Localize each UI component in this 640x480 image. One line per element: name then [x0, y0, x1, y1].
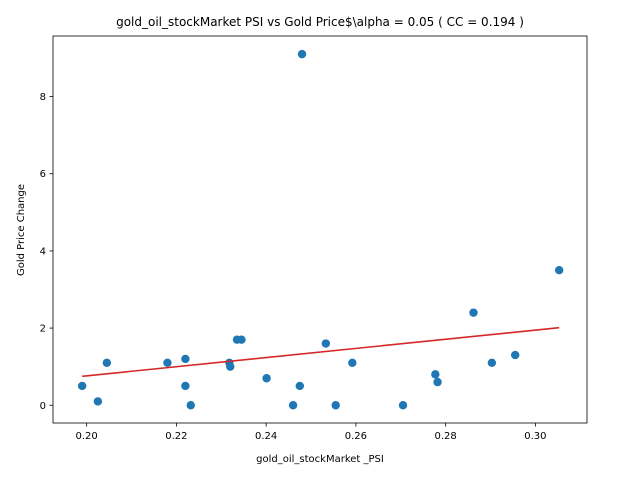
data-point [288, 401, 298, 410]
data-point [295, 381, 305, 391]
x-tick-label: 0.24 [255, 431, 277, 442]
x-axis-label: gold_oil_stockMarket _PSI [256, 454, 384, 465]
y-tick-label: 0 [40, 401, 46, 412]
y-tick-label: 2 [40, 324, 46, 335]
y-tick-label: 4 [40, 246, 46, 257]
data-point [237, 335, 246, 344]
data-point [398, 401, 408, 410]
fit-line [82, 326, 560, 378]
data-point [321, 339, 331, 348]
x-tick-label: 0.26 [345, 431, 367, 442]
x-tick-label: 0.28 [435, 431, 457, 442]
data-point [181, 354, 190, 364]
data-point [181, 381, 190, 391]
x-tick-label: 0.20 [76, 431, 98, 442]
data-point [163, 358, 172, 368]
data-point [262, 374, 271, 383]
data-point [77, 381, 87, 391]
y-tick-label: 6 [40, 169, 46, 180]
data-point [331, 401, 340, 410]
data-point [487, 358, 497, 368]
data-point [93, 397, 103, 406]
data-point [297, 49, 307, 59]
data-point [469, 308, 478, 317]
data-point [186, 401, 195, 410]
data-point [554, 266, 564, 275]
chart-title: gold_oil_stockMarket PSI vs Gold Price$\… [116, 15, 524, 29]
axes-frame [52, 35, 588, 424]
data-point [433, 377, 442, 387]
plot-area [77, 49, 564, 410]
data-point [431, 370, 440, 379]
axes: 0.20 0.22 0.24 0.26 0.28 0.30 0 2 4 6 8 [40, 35, 588, 442]
y-axis-label: Gold Price Change [16, 184, 27, 276]
data-point [226, 362, 235, 371]
data-point [102, 358, 112, 368]
y-tick-label: 8 [40, 92, 46, 103]
x-tick-label: 0.22 [165, 431, 187, 442]
data-point [348, 358, 357, 368]
data-point [511, 350, 520, 360]
x-tick-label: 0.30 [524, 431, 546, 442]
